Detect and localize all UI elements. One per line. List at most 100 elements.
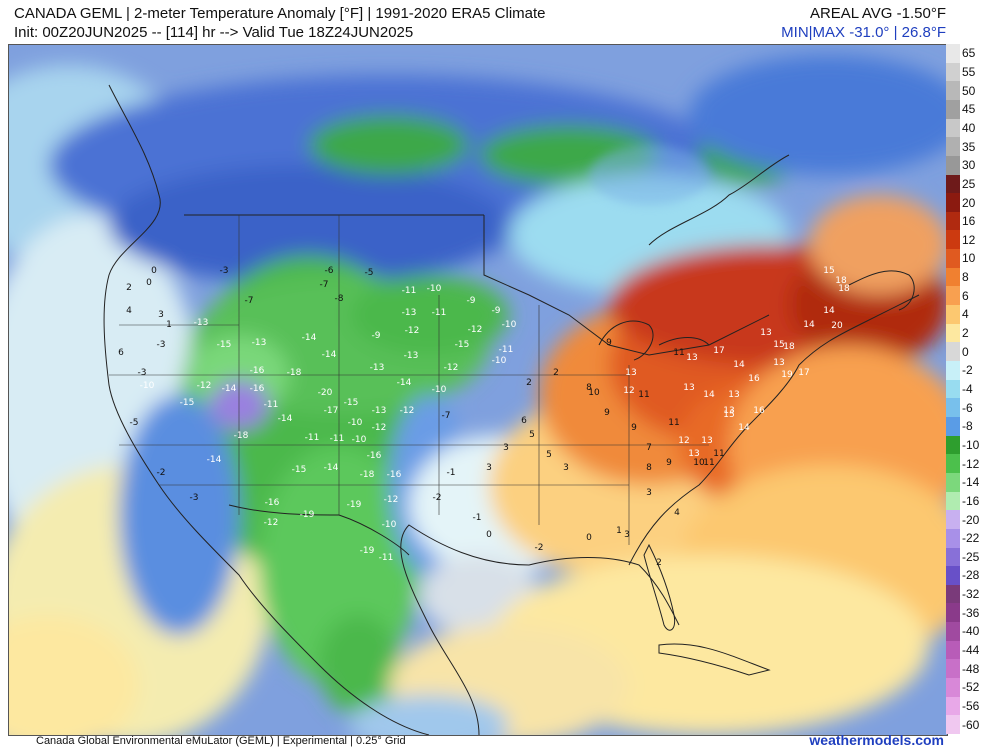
colorbar-label: -25 (962, 549, 980, 564)
colorbar-label: 65 (962, 46, 976, 61)
anomaly-label: 13 (723, 406, 734, 416)
colorbar-swatch (946, 510, 960, 530)
colorbar-swatch (946, 454, 960, 474)
anomaly-label: 13 (701, 436, 712, 446)
anomaly-label: -2 (535, 543, 544, 553)
colorbar-swatch (946, 435, 960, 455)
colorbar-swatch (946, 528, 960, 548)
anomaly-label: 6 (118, 348, 124, 358)
colorbar-swatch (946, 342, 960, 362)
anomaly-label: -19 (360, 546, 375, 556)
colorbar-label: -4 (962, 382, 973, 396)
anomaly-label: 15 (823, 266, 834, 276)
anomaly-label: -19 (347, 500, 362, 510)
anomaly-label: -13 (252, 338, 267, 348)
anomaly-label: -13 (194, 318, 209, 328)
anomaly-label: -12 (468, 325, 483, 335)
colorbar-label: -10 (962, 437, 980, 452)
anomaly-label: 11 (673, 348, 684, 358)
anomaly-label: -14 (324, 463, 339, 473)
colorbar-label: 45 (962, 102, 976, 117)
anomaly-label: -14 (302, 333, 317, 343)
anomaly-label: -18 (360, 470, 375, 480)
anomaly-label: -14 (222, 384, 237, 394)
anomaly-label: 14 (738, 423, 750, 433)
colorbar-label: -44 (962, 643, 980, 658)
anomaly-label: 12 (678, 436, 689, 446)
colorbar-label: 20 (962, 195, 976, 210)
anomaly-label: 4 (126, 306, 132, 316)
colorbar-label: 12 (962, 232, 976, 247)
colorbar-swatch (946, 622, 960, 642)
anomaly-label: 3 (624, 530, 630, 540)
anomaly-label: -5 (365, 268, 374, 278)
anomaly-label: -11 (432, 308, 447, 318)
florida-outline (643, 543, 676, 631)
anomaly-label: -11 (379, 553, 394, 563)
anomaly-label: 13 (683, 383, 694, 393)
header-line1: CANADA GEML | 2-meter Temperature Anomal… (14, 5, 546, 22)
anomaly-label: -10 (502, 320, 517, 330)
footer-site-link[interactable]: weathermodels.com (809, 732, 944, 748)
colorbar-label: -14 (962, 475, 980, 490)
anomaly-label: -15 (180, 398, 195, 408)
anomaly-map[interactable]: 0 -3 -6 -5 -7 -7 -8 -11 -10 -9 -13 -11 -9 -10 -12 -13 -1… (8, 44, 948, 736)
colorbar-swatch (946, 286, 960, 306)
colorbar-label: 6 (962, 288, 969, 303)
anomaly-label: 10 (588, 388, 600, 398)
anomaly-label: 15 (723, 410, 734, 420)
colorbar-swatch (946, 584, 960, 604)
anomaly-label: 5 (529, 430, 535, 440)
anomaly-label: 1 (166, 320, 172, 330)
anomaly-label: -10 (382, 520, 397, 530)
anomaly-label: -15 (344, 398, 359, 408)
anomaly-label: -3 (190, 493, 199, 503)
colorbar-label: 55 (962, 64, 976, 79)
colorbar-label: -32 (962, 587, 980, 602)
anomaly-label: 1 (616, 526, 622, 536)
colorbar-label: -40 (962, 624, 980, 639)
anomaly-label: 17 (798, 368, 809, 378)
anomaly-label: 3 (563, 463, 569, 473)
anomaly-label: -18 (234, 431, 249, 441)
anomaly-label: 4 (674, 508, 680, 518)
anomaly-label: 13 (760, 328, 771, 338)
anomaly-label: 3 (503, 443, 509, 453)
colorbar-label: 50 (962, 83, 976, 98)
anomaly-label: -16 (367, 451, 382, 461)
anomaly-label: -12 (384, 495, 399, 505)
anomaly-value-labels: 0 -3 -6 -5-7-7-8-11 -10-9-13 -11 -9-10-12-13-1… (118, 266, 850, 568)
colorbar-label: -6 (962, 400, 973, 415)
colorbar-swatch (946, 118, 960, 138)
colorbar-swatch (946, 491, 960, 511)
anomaly-label: -9 (492, 306, 501, 316)
colorbar-label: 25 (962, 176, 976, 191)
anomaly-label: 0 (586, 533, 592, 543)
anomaly-label: 14 (733, 360, 745, 370)
colorbar-swatch (946, 99, 960, 120)
anomaly-label: -12 (264, 518, 279, 528)
anomaly-label: -15 (217, 340, 232, 350)
anomaly-label: 13 (773, 358, 784, 368)
map-canvas[interactable]: 0 -3 -6 -5-7-7-8-11 -10-9-13 -11 -9-10-12-13-1… (9, 45, 947, 735)
colorbar-label: 8 (962, 270, 969, 285)
anomaly-label: 2 (526, 378, 532, 388)
colorbar-swatch (946, 174, 960, 194)
colorbar-swatch (946, 361, 960, 381)
anomaly-label: -12 (372, 423, 387, 433)
colorbar-swatch (946, 323, 960, 343)
anomaly-label: 17 (713, 346, 724, 356)
anomaly-label: 0 (146, 278, 152, 288)
anomaly-label: 6 (521, 416, 527, 426)
colorbar-label: -20 (962, 512, 980, 527)
anomaly-label: 9 (604, 408, 610, 418)
anomaly-label: 3 (158, 310, 164, 320)
anomaly-label: -15 (455, 340, 470, 350)
colorbar-swatch (946, 696, 960, 716)
colorbar-label: -22 (962, 531, 980, 546)
colorbar-swatch (946, 155, 960, 176)
anomaly-label: -13 (404, 351, 419, 361)
anomaly-label: -8 (335, 294, 344, 304)
anomaly-label: -3 (157, 340, 166, 350)
colorbar-swatch (946, 715, 960, 735)
